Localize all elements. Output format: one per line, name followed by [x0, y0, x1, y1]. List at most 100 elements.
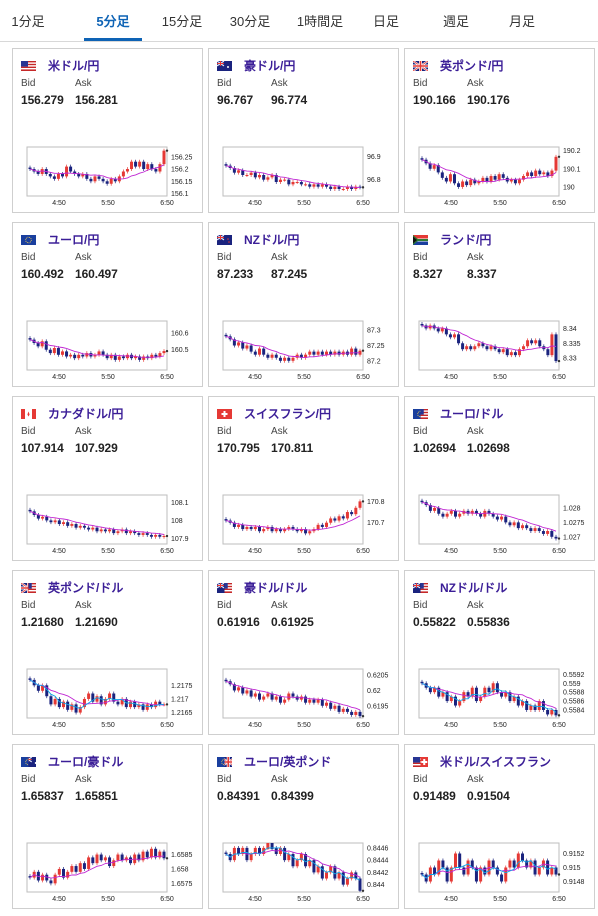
x-tick-label: 5:50: [297, 896, 311, 903]
currency-card[interactable]: ランド/円 Bid Ask 8.327 8.337 8.33 8.335 8.34 4:50 5:…: [404, 222, 595, 387]
pair-name[interactable]: スイスフラン/円: [244, 407, 331, 421]
chart-area[interactable]: 8.33 8.335 8.34 4:50 5:50 6:50: [405, 318, 596, 381]
currency-card[interactable]: カナダドル/円 Bid Ask 107.914 107.929 107.9 108 108.1…: [12, 396, 203, 561]
chart-area[interactable]: 0.9148 0.915 0.9152 4:50 5:50 6:50: [405, 840, 596, 903]
currency-card[interactable]: 英ポンド/円 Bid Ask 190.166 190.176 190 190.1 190.2 4…: [404, 48, 595, 213]
ask-value: 0.84399: [271, 789, 314, 803]
pair-title[interactable]: ユーロ/豪ドル: [21, 753, 124, 769]
currency-card[interactable]: NZドル/円 Bid Ask 87.233 87.245 87.2 87.25 87.3 4:5…: [208, 222, 399, 387]
chart-area[interactable]: 190 190.1 190.2 4:50 5:50 6:50: [405, 144, 596, 207]
candle-body: [101, 351, 105, 355]
candle-body: [440, 172, 444, 178]
tab-6[interactable]: 日足: [372, 14, 399, 29]
tab-7[interactable]: 週足: [442, 14, 469, 29]
chart-area[interactable]: 0.6195 0.62 0.6205 4:50 5:50 6:50: [209, 666, 400, 729]
pair-name[interactable]: 豪ドル/ドル: [244, 581, 308, 595]
chart-area[interactable]: 87.2 87.25 87.3 4:50 5:50 6:50: [209, 318, 400, 381]
moving-average-short-line: [225, 847, 361, 881]
ask-value: 0.55836: [467, 615, 510, 629]
currency-card[interactable]: 豪ドル/ドル Bid Ask 0.61916 0.61925 0.6195 0.62 0.62…: [208, 570, 399, 735]
candle-body: [487, 687, 491, 693]
x-tick-label: 6:50: [552, 200, 566, 207]
candle-body: [529, 705, 533, 710]
pair-title[interactable]: 英ポンド/ドル: [21, 579, 124, 595]
tab-4[interactable]: 30分足: [229, 14, 271, 29]
pair-title[interactable]: 英ポンド/円: [412, 57, 504, 73]
pair-name[interactable]: 英ポンド/円: [440, 59, 504, 73]
pair-name[interactable]: ランド/円: [440, 233, 492, 247]
currency-card[interactable]: ユーロ/ドル Bid Ask 1.02694 1.02698 1.027 1.0275 1.0…: [404, 396, 595, 561]
pair-name[interactable]: ユーロ/円: [48, 233, 100, 247]
currency-card[interactable]: ユーロ/円 Bid Ask 160.492 160.497 160.5 160.6 4:50 5…: [12, 222, 203, 387]
candle-body: [445, 692, 449, 702]
candle-body: [554, 334, 558, 362]
tab-2[interactable]: 5分足: [84, 0, 142, 41]
chart-area[interactable]: 107.9 108 108.1 4:50 5:50 6:50: [13, 492, 204, 555]
pair-name[interactable]: 米ドル/スイスフラン: [440, 755, 551, 769]
y-tick-label: 0.915: [563, 865, 581, 872]
pair-title[interactable]: スイスフラン/円: [217, 405, 331, 421]
candle-body: [113, 354, 117, 360]
pair-name[interactable]: 米ドル/円: [48, 59, 100, 73]
pair-name[interactable]: カナダドル/円: [48, 407, 124, 421]
chart-area[interactable]: 96.8 96.9 4:50 5:50 6:50: [209, 144, 400, 207]
currency-card[interactable]: 米ドル/スイスフラン Bid Ask 0.91489 0.91504 0.9148 0.91…: [404, 744, 595, 909]
chart-area[interactable]: 170.7 170.8 4:50 5:50 6:50: [209, 492, 400, 555]
pair-title[interactable]: NZドル/ドル: [413, 579, 508, 595]
pair-name[interactable]: 英ポンド/ドル: [48, 581, 124, 595]
chart-area[interactable]: 0.844 0.8442 0.8444 0.8446 4:50 5:50 6:50: [209, 840, 400, 903]
chart-area[interactable]: 156.1 156.15 156.2 156.25 4:50 5:50 6:50: [13, 144, 204, 207]
candle-body: [479, 513, 483, 517]
pair-name[interactable]: NZドル/円: [244, 233, 300, 247]
chart-area[interactable]: 1.6575 1.658 1.6585 4:50 5:50 6:50: [13, 840, 204, 903]
y-tick-label: 0.844: [367, 882, 385, 889]
chart-area[interactable]: 1.027 1.0275 1.028 4:50 5:50 6:50: [405, 492, 596, 555]
x-tick-label: 5:50: [297, 722, 311, 729]
pair-title[interactable]: ユーロ/円: [21, 231, 100, 247]
chart-area[interactable]: 0.5584 0.5586 0.5588 0.559 0.5592 4:50 5:50 6:5…: [405, 666, 596, 729]
ask-value: 190.176: [467, 93, 510, 107]
currency-card[interactable]: ユーロ/英ポンド Bid Ask 0.84391 0.84399 0.844 0.8442 0…: [208, 744, 399, 909]
currency-card[interactable]: NZドル/ドル Bid Ask 0.55822 0.55836 0.5584 0.5586 0…: [404, 570, 595, 735]
pair-title[interactable]: ユーロ/ドル: [413, 405, 504, 421]
chart-area[interactable]: 1.2165 1.217 1.2175 4:50 5:50 6:50: [13, 666, 204, 729]
pair-title[interactable]: 米ドル/スイスフラン: [413, 753, 551, 769]
candle-body: [428, 687, 432, 693]
candle-body: [249, 854, 253, 861]
currency-card[interactable]: ユーロ/豪ドル Bid Ask 1.65837 1.65851 1.6575 1.658 1.…: [12, 744, 203, 909]
pair-name[interactable]: ユーロ/ドル: [440, 407, 504, 421]
candle-body: [103, 857, 107, 861]
currency-card[interactable]: 豪ドル/円 Bid Ask 96.767 96.774 96.8 96.9 4:50 5:50 6…: [208, 48, 399, 213]
pair-title[interactable]: NZドル/円: [216, 231, 300, 247]
euus-flag-icon: [413, 408, 428, 419]
pair-name[interactable]: ユーロ/豪ドル: [48, 755, 124, 769]
pair-title[interactable]: 豪ドル/円: [216, 57, 296, 73]
currency-card[interactable]: 英ポンド/ドル Bid Ask 1.21680 1.21690 1.2165 1.217 1.…: [12, 570, 203, 735]
pair-name[interactable]: ユーロ/英ポンド: [244, 755, 332, 769]
candle-body: [112, 529, 116, 534]
chart-area[interactable]: 160.5 160.6 4:50 5:50 6:50: [13, 318, 204, 381]
candle-body: [66, 871, 70, 878]
currency-card[interactable]: 米ドル/円 Bid Ask 156.279 156.281 156.1 156.15 156.…: [12, 48, 203, 213]
x-tick-label: 5:50: [101, 896, 115, 903]
currency-card[interactable]: スイスフラン/円 Bid Ask 170.795 170.811 170.7 170.8 4:…: [208, 396, 399, 561]
tab-8[interactable]: 月足: [508, 14, 535, 29]
pair-name[interactable]: NZドル/ドル: [440, 581, 508, 595]
pair-title[interactable]: ユーロ/英ポンド: [217, 753, 332, 769]
candle-body: [550, 334, 554, 356]
candle-body: [437, 507, 441, 514]
candle-body: [287, 854, 291, 861]
tab-3[interactable]: 15分足: [161, 14, 203, 29]
candle-body: [103, 698, 107, 705]
tab-5[interactable]: 1時間足: [296, 14, 344, 29]
candle-body: [287, 526, 291, 530]
pair-title[interactable]: カナダドル/円: [21, 405, 124, 421]
candle-body: [150, 354, 154, 359]
candle-body: [36, 514, 40, 519]
tab-1[interactable]: 1分足: [11, 14, 45, 29]
candle-body: [437, 860, 441, 875]
pair-title[interactable]: 米ドル/円: [21, 57, 100, 73]
pair-title[interactable]: 豪ドル/ドル: [217, 579, 308, 595]
pair-title[interactable]: ランド/円: [413, 231, 492, 247]
pair-name[interactable]: 豪ドル/円: [244, 59, 296, 73]
